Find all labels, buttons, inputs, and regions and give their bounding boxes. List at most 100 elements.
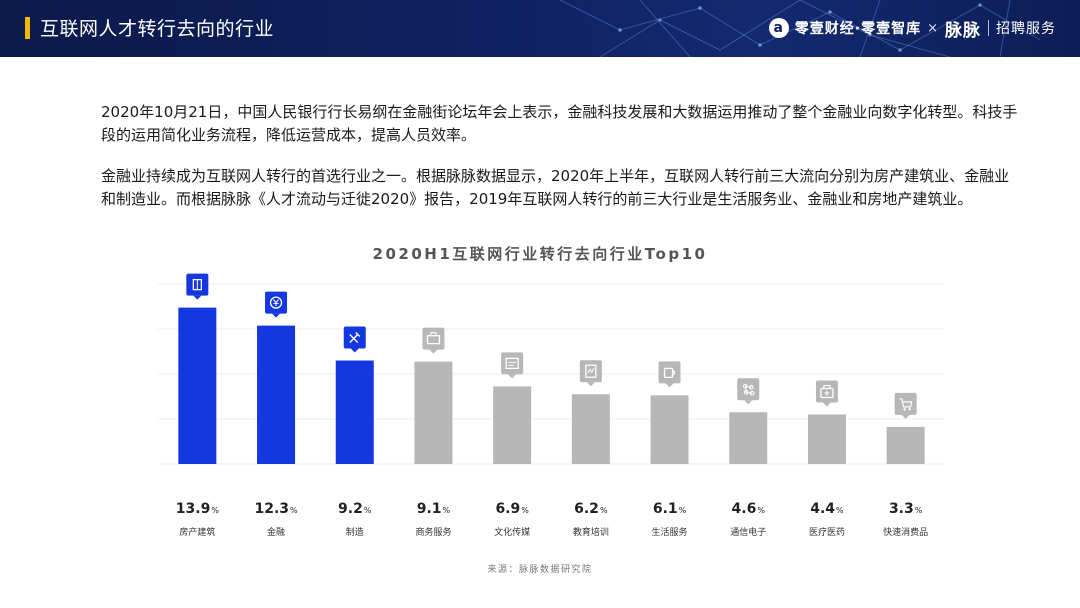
bar-group: 9.1% 商务服务 [414, 327, 453, 538]
category-label: 文化传媒 [494, 526, 530, 538]
icon-pointer [822, 402, 831, 407]
cart-icon [894, 392, 917, 419]
icon-badge [658, 361, 681, 384]
bar-group: 6.9% 文化传媒 [493, 352, 532, 538]
briefcase-icon [422, 327, 445, 354]
intro-paragraph-2: 金融业持续成为互联网人转行的首选行业之一。根据脉脉数据显示，2020年上半年，互… [101, 167, 1010, 208]
book-icon [579, 360, 602, 387]
bar-group: 6.1% 生活服务 [650, 361, 689, 538]
value-number: 6.2 [574, 501, 599, 517]
value-number: 6.1 [653, 501, 678, 517]
value-number: 4.4 [810, 501, 835, 517]
value-label: 9.2% [338, 501, 372, 517]
category-label: 商务服务 [415, 526, 451, 538]
source-note: 来源：脉脉数据研究院 [487, 565, 593, 575]
category-label: 医疗医药 [809, 526, 845, 538]
icon-badge [501, 352, 524, 375]
icon-pointer [429, 349, 438, 354]
bar [335, 360, 374, 464]
circuit-trace [744, 385, 753, 394]
value-unit: % [836, 506, 844, 515]
icon-pointer [508, 374, 517, 379]
value-unit: % [679, 506, 687, 515]
value-label: 9.1% [417, 501, 451, 517]
value-number: 6.9 [495, 501, 520, 517]
bar [729, 412, 768, 464]
bar [571, 394, 610, 464]
icon-pointer [272, 313, 281, 318]
yuan-coin-icon [265, 291, 288, 318]
brand-lockup: a 零壹财经·零壹智库 × 脉脉 招聘服务 [768, 16, 1056, 41]
cart-body [899, 398, 913, 408]
media-frame [505, 357, 519, 370]
bar [886, 426, 925, 464]
brand-times: × [927, 20, 939, 36]
intro-paragraph-1: 2020年10月21日，中国人民银行行长易纲在金融街论坛年会上表示，金融科技发展… [101, 103, 1018, 144]
bar-group: 9.2% 制造 [335, 326, 374, 538]
bar-group: 4.4% 医疗医药 [807, 380, 846, 538]
value-label: 4.4% [810, 501, 844, 517]
building-icon [186, 273, 209, 300]
kit-cross [823, 384, 831, 396]
value-number: 9.1 [417, 501, 442, 517]
value-unit: % [443, 506, 451, 515]
book-line [587, 368, 595, 374]
medical-kit-icon [815, 380, 838, 407]
partner-name: 脉脉 [945, 20, 981, 41]
value-label: 6.2% [574, 501, 608, 517]
chart-title: 2020H1互联网行业转行去向行业Top10 [372, 245, 708, 263]
partner-service: 招聘服务 [996, 21, 1056, 37]
value-unit: % [600, 506, 608, 515]
category-label: 通信电子 [730, 526, 766, 538]
icon-pointer [901, 414, 910, 419]
brand-name: 零壹财经·零壹智库 [794, 21, 922, 37]
value-unit: % [290, 506, 298, 515]
bar [807, 414, 846, 464]
bar [493, 386, 532, 464]
book-cover [585, 364, 597, 378]
value-unit: % [521, 506, 529, 515]
value-number: 9.2 [338, 501, 363, 517]
page-title: 互联网人才转行去向的行业 [40, 18, 275, 40]
category-label: 教育培训 [573, 526, 609, 538]
bar-chart: 13.9%房产建筑12.3%金融9.2%制造9.1%商务服务6.9%文化传媒6.… [158, 273, 945, 538]
brand-logo-icon: a [768, 18, 789, 38]
bar [650, 395, 689, 464]
cup-handle [672, 369, 676, 376]
header-accent-bar [25, 17, 30, 39]
coin-glyph [273, 299, 279, 307]
bar-group: 13.9% 房产建筑 [176, 273, 220, 538]
icon-pointer [586, 382, 595, 387]
value-label: 6.1% [653, 501, 687, 517]
coin-circle [269, 296, 283, 309]
value-number: 3.3 [889, 501, 914, 517]
icon-pointer [350, 348, 359, 353]
icon-pointer [665, 383, 674, 388]
bar [178, 307, 217, 464]
value-unit: % [915, 506, 923, 515]
value-label: 13.9% [176, 501, 220, 517]
brand-divider [988, 20, 989, 36]
cart-wheel [903, 408, 906, 411]
icon-badge [737, 378, 760, 401]
category-label: 生活服务 [652, 526, 688, 538]
cup-body [663, 367, 674, 379]
icon-badge [894, 392, 917, 415]
value-label: 6.9% [495, 501, 529, 517]
value-label: 4.6% [732, 501, 766, 517]
kit-body [820, 387, 834, 399]
category-label: 制造 [346, 526, 364, 538]
value-number: 13.9 [176, 501, 211, 517]
cart-wheel [908, 408, 911, 411]
media-icon [501, 352, 524, 379]
briefcase-handle [430, 332, 437, 337]
wrench-icon [343, 326, 366, 353]
value-label: 3.3% [889, 501, 923, 517]
value-unit: % [364, 506, 372, 515]
bar [257, 325, 296, 464]
bar-group: 3.3% 快速消费品 [883, 392, 928, 538]
category-label: 房产建筑 [179, 526, 215, 538]
bar-group: 12.3% 金融 [254, 291, 298, 538]
icon-pointer [193, 295, 202, 300]
icon-badge [422, 327, 445, 350]
